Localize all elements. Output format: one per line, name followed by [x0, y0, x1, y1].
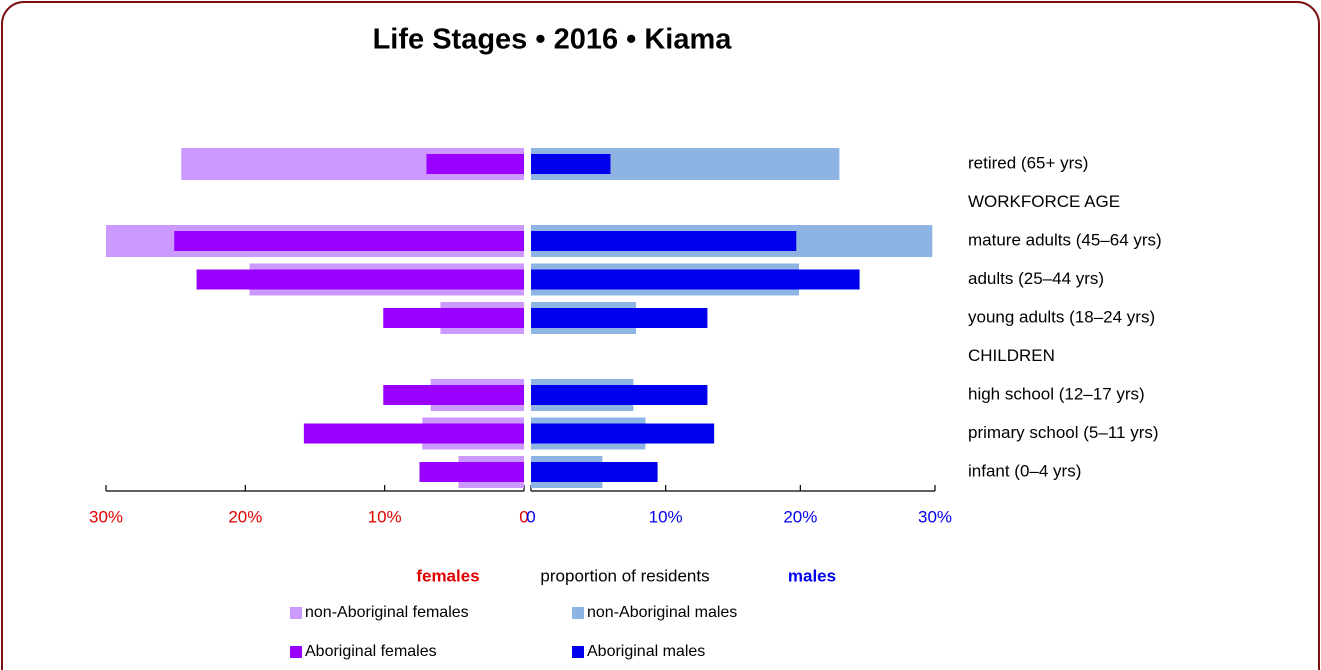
x-tick-label: 30% — [89, 507, 123, 526]
bar — [531, 154, 611, 174]
x-tick-label: 0 — [519, 507, 528, 526]
legend-label: non-Aboriginal males — [587, 604, 737, 621]
x-tick-label: 20% — [783, 507, 817, 526]
category-label: retired (65+ yrs) — [968, 153, 1088, 172]
x-tick-label: 0 — [526, 507, 535, 526]
category-label: primary school (5–11 yrs) — [968, 423, 1159, 442]
bar — [174, 231, 525, 251]
x-tick-label: 10% — [368, 507, 402, 526]
category-label: mature adults (45–64 yrs) — [968, 230, 1162, 249]
males-label: males — [788, 566, 836, 585]
x-tick-label: 20% — [228, 507, 262, 526]
females-label: females — [416, 566, 479, 585]
category-label: high school (12–17 yrs) — [968, 384, 1145, 403]
bar — [531, 423, 715, 444]
bar — [383, 308, 524, 328]
legend-swatch — [572, 646, 584, 658]
category-label: WORKFORCE AGE — [968, 192, 1120, 211]
category-label: adults (25–44 yrs) — [968, 269, 1104, 288]
legend-swatch — [290, 646, 302, 658]
axis-label: proportion of residents — [540, 566, 709, 585]
x-tick-label: 10% — [649, 507, 683, 526]
category-label: CHILDREN — [968, 346, 1055, 365]
bar — [419, 462, 524, 482]
bar — [531, 231, 797, 251]
bar — [303, 423, 524, 444]
bar — [426, 154, 524, 174]
legend-swatch — [290, 607, 302, 619]
category-label: young adults (18–24 yrs) — [968, 307, 1155, 326]
bar — [531, 308, 708, 328]
legend-label: Aboriginal females — [305, 643, 437, 660]
chart-title: Life Stages • 2016 • Kiama — [373, 24, 733, 56]
bar — [531, 462, 658, 482]
bar — [531, 269, 860, 290]
legend-label: Aboriginal males — [587, 643, 705, 660]
bar — [531, 385, 708, 405]
category-label: infant (0–4 yrs) — [968, 461, 1081, 480]
legend-label: non-Aboriginal females — [305, 604, 469, 621]
bar — [196, 269, 525, 290]
bar — [383, 385, 524, 405]
legend-swatch — [572, 607, 584, 619]
x-tick-label: 30% — [918, 507, 952, 526]
